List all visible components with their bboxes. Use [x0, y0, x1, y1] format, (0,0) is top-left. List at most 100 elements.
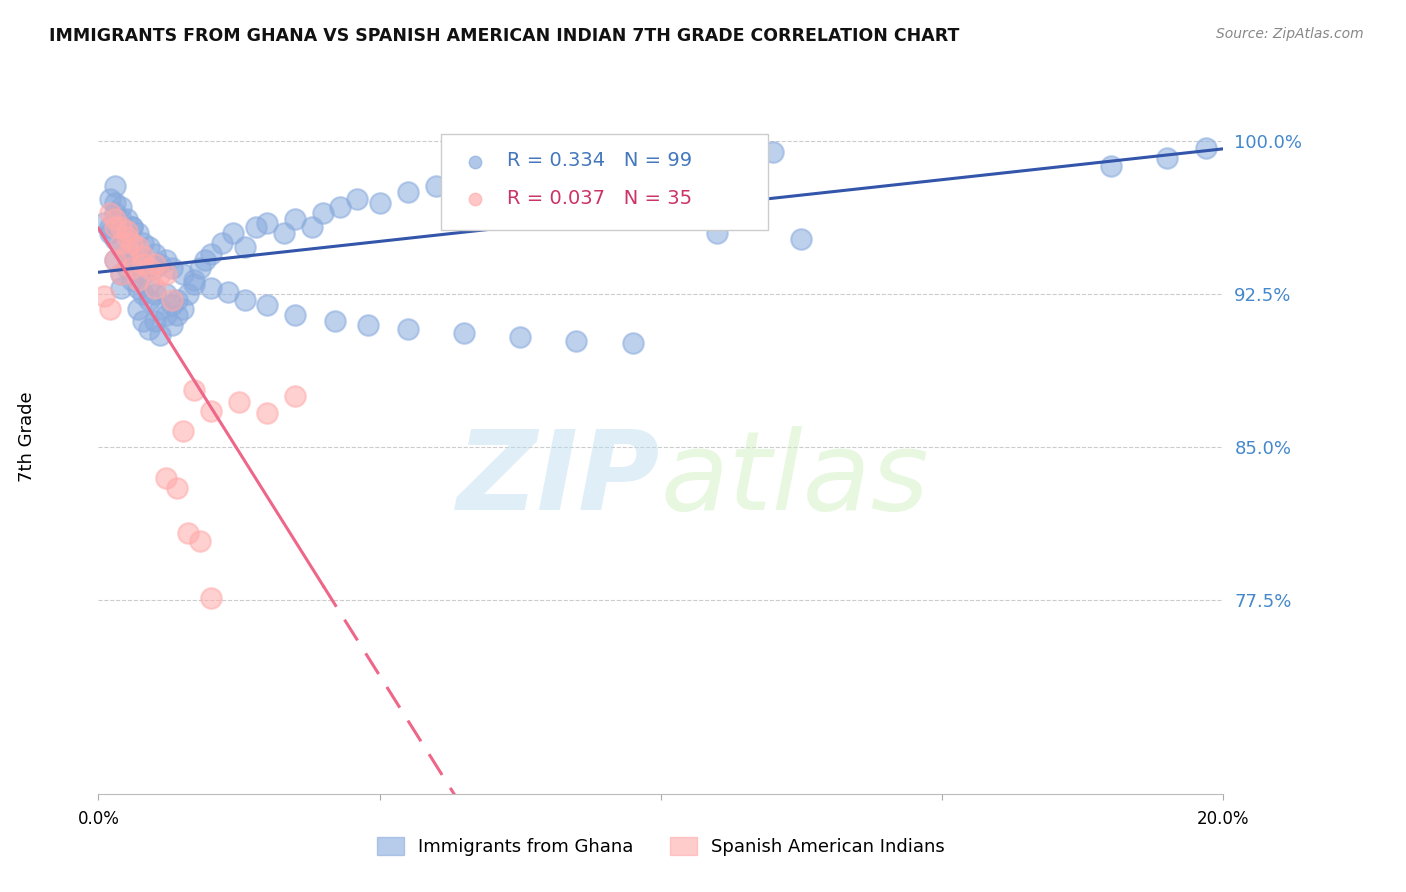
Point: [509, 330, 531, 344]
Point: [115, 260, 138, 275]
Point: [155, 287, 177, 301]
Text: IMMIGRANTS FROM GHANA VS SPANISH AMERICAN INDIAN 7TH GRADE CORRELATION CHART: IMMIGRANTS FROM GHANA VS SPANISH AMERICA…: [49, 27, 959, 45]
Point: [188, 534, 211, 549]
Point: [222, 226, 245, 240]
Point: [453, 175, 475, 189]
Point: [155, 267, 177, 281]
Point: [143, 281, 166, 295]
Point: [256, 297, 278, 311]
Point: [1099, 159, 1122, 173]
Point: [160, 293, 183, 308]
Point: [155, 471, 177, 485]
Point: [183, 273, 205, 287]
Point: [98, 220, 121, 235]
Point: [121, 252, 143, 267]
Point: [509, 165, 531, 179]
Point: [98, 192, 121, 206]
Point: [565, 334, 588, 349]
Point: [166, 481, 188, 495]
Point: [301, 220, 323, 235]
Point: [132, 267, 155, 281]
Point: [110, 236, 132, 251]
Point: [138, 277, 160, 292]
Point: [1156, 151, 1178, 165]
Point: [127, 281, 149, 295]
Point: [104, 179, 127, 194]
Text: R = 0.334   N = 99: R = 0.334 N = 99: [506, 152, 692, 170]
Point: [284, 211, 307, 226]
Point: [138, 322, 160, 336]
Point: [621, 336, 644, 351]
Point: [233, 240, 256, 254]
Point: [256, 406, 278, 420]
Point: [127, 226, 149, 240]
Point: [323, 314, 346, 328]
Point: [104, 206, 127, 220]
Point: [121, 220, 143, 235]
Point: [368, 195, 391, 210]
Point: [138, 293, 160, 308]
Point: [110, 267, 132, 281]
Point: [98, 206, 121, 220]
Point: [127, 257, 149, 271]
Point: [245, 220, 267, 235]
Point: [155, 308, 177, 322]
Point: [177, 287, 200, 301]
Point: [110, 220, 132, 235]
Point: [160, 318, 183, 332]
Point: [734, 153, 756, 167]
Point: [194, 252, 217, 267]
Point: [143, 314, 166, 328]
Point: [149, 267, 172, 281]
Point: [104, 252, 127, 267]
Point: [273, 226, 295, 240]
Point: [127, 301, 149, 316]
Point: [115, 226, 138, 240]
Point: [228, 395, 250, 409]
Point: [172, 267, 194, 281]
Point: [284, 389, 307, 403]
Point: [706, 226, 728, 240]
Point: [132, 249, 155, 263]
Point: [143, 246, 166, 260]
Point: [200, 403, 222, 417]
Point: [565, 159, 588, 173]
Point: [312, 206, 335, 220]
Point: [121, 236, 143, 251]
Y-axis label: 7th Grade: 7th Grade: [18, 392, 37, 483]
Point: [177, 525, 200, 540]
Point: [104, 195, 127, 210]
Point: [149, 328, 172, 343]
Point: [115, 246, 138, 260]
Point: [790, 232, 813, 246]
Point: [110, 240, 132, 254]
Point: [172, 424, 194, 438]
Point: [453, 326, 475, 340]
Point: [706, 149, 728, 163]
Point: [678, 157, 700, 171]
Point: [110, 200, 132, 214]
Point: [1195, 140, 1218, 154]
Text: 0.0%: 0.0%: [77, 810, 120, 828]
Point: [98, 226, 121, 240]
Point: [104, 252, 127, 267]
Point: [93, 216, 115, 230]
Point: [104, 232, 127, 246]
Point: [121, 220, 143, 235]
Point: [104, 211, 127, 226]
Point: [138, 240, 160, 254]
Point: [762, 145, 785, 159]
Point: [346, 192, 368, 206]
Point: [396, 322, 419, 336]
Point: [200, 591, 222, 606]
Point: [132, 236, 155, 251]
Point: [284, 308, 307, 322]
Point: [127, 273, 149, 287]
Point: [132, 287, 155, 301]
FancyBboxPatch shape: [441, 134, 768, 230]
Point: [110, 281, 132, 295]
Point: [143, 260, 166, 275]
Point: [115, 230, 138, 244]
Point: [138, 260, 160, 275]
Point: [110, 211, 132, 226]
